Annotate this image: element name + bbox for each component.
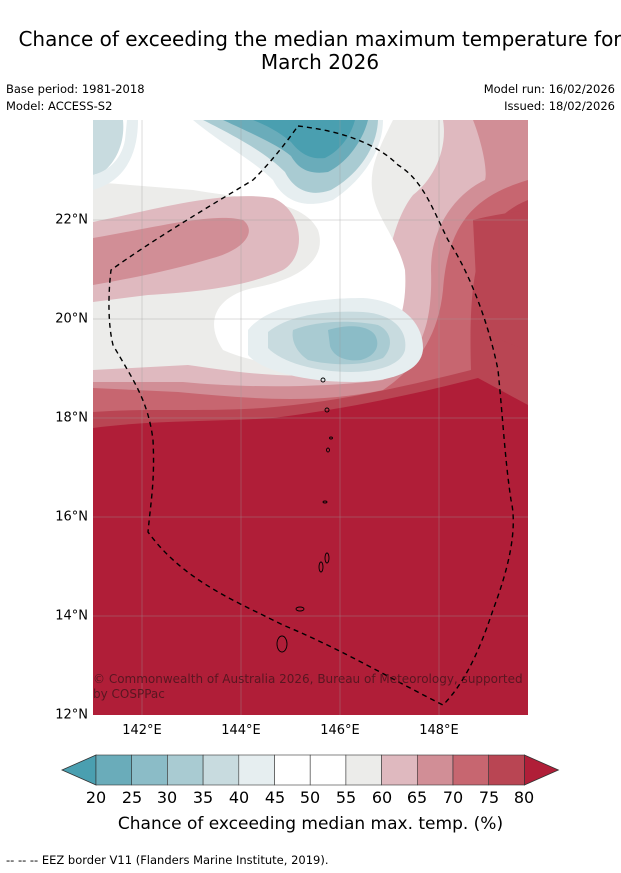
colorbar-segment: [274, 754, 311, 786]
colorbar-label: Chance of exceeding median max. temp. (%…: [117, 814, 504, 834]
model-name: Model: ACCESS-S2: [6, 99, 113, 113]
colorbar: [61, 754, 560, 786]
meta-left: Base period: 1981-2018 Model: ACCESS-S2: [6, 81, 145, 115]
colorbar-segment: [95, 754, 133, 786]
lon-label-148e: 148°E: [419, 723, 459, 738]
colorbar-segment: [381, 754, 418, 786]
island-aguijan: [322, 500, 328, 504]
colorbar-tick-70: 70: [442, 788, 464, 807]
eez-footnote: -- -- -- EEZ border V11 (Flanders Marine…: [6, 853, 329, 867]
colorbar-segments: [61, 754, 560, 786]
colorbar-tick-60: 60: [371, 788, 393, 807]
colorbar-tick-35: 35: [192, 788, 214, 807]
island-sarigan: [324, 407, 330, 413]
lon-label-144e: 144°E: [221, 723, 261, 738]
probability-map: [93, 120, 528, 715]
island-agrihan: [329, 436, 333, 440]
lat-label-14n: 14°N: [55, 608, 88, 624]
model-run: Model run: 16/02/2026: [483, 82, 615, 96]
base-period: Base period: 1981-2018: [6, 82, 145, 96]
cool-patch-30: [328, 326, 378, 361]
island-saipan: [324, 552, 330, 564]
colorbar-segment: [131, 754, 168, 786]
colorbar-extend-high: [523, 754, 560, 786]
colorbar-segment: [238, 754, 275, 786]
colorbar-tick-80: 80: [513, 788, 535, 807]
lat-label-12n: 12°N: [55, 707, 88, 723]
cool-corner-nw: [93, 120, 124, 175]
island-pagan: [326, 447, 330, 453]
island-tinian: [318, 561, 324, 573]
colorbar-tick-30: 30: [156, 788, 178, 807]
lon-label-142e: 142°E: [122, 723, 162, 738]
title-line-2: March 2026: [260, 50, 380, 74]
title-line-1: Chance of exceeding the median maximum t…: [18, 27, 621, 51]
cool-corner-nw-ring: [93, 120, 138, 190]
issued-date: Issued: 18/02/2026: [504, 99, 615, 113]
graticule: [93, 120, 528, 715]
island-guam: [276, 635, 288, 653]
island-anatahan: [320, 377, 326, 383]
lat-label-16n: 16°N: [55, 509, 88, 525]
colorbar-tick-75: 75: [478, 788, 500, 807]
lat-label-20n: 20°N: [55, 311, 88, 327]
lat-label-18n: 18°N: [55, 410, 88, 426]
colorbar-tick-25: 25: [121, 788, 143, 807]
meta-right: Model run: 16/02/2026 Issued: 18/02/2026: [484, 81, 615, 115]
lat-label-22n: 22°N: [55, 212, 88, 228]
eez-border: [108, 125, 514, 706]
colorbar-segment: [488, 754, 525, 786]
cool-top-20: [253, 120, 355, 159]
map-title: Chance of exceeding the median maximum t…: [0, 28, 621, 74]
colorbar-segment: [309, 754, 347, 786]
islands: [276, 377, 333, 653]
colorbar-segment: [452, 754, 490, 786]
colorbar-tick-65: 65: [406, 788, 428, 807]
colorbar-tick-45: 45: [264, 788, 286, 807]
copyright-notice: © Commonwealth of Australia 2026, Bureau…: [93, 672, 523, 701]
colorbar-tick-40: 40: [228, 788, 250, 807]
warm-edge-east: [473, 210, 528, 350]
island-rota: [295, 606, 305, 612]
colorbar-tick-55: 55: [335, 788, 357, 807]
colorbar-segment: [416, 754, 454, 786]
colorbar-segment: [167, 754, 204, 786]
colorbar-segment: [345, 754, 382, 786]
colorbar-extend-low: [61, 754, 97, 786]
lon-label-146e: 146°E: [320, 723, 360, 738]
colorbar-tick-20: 20: [85, 788, 107, 807]
colorbar-tick-50: 50: [299, 788, 321, 807]
warm-ridge-65: [93, 217, 249, 285]
colorbar-segment: [202, 754, 240, 786]
